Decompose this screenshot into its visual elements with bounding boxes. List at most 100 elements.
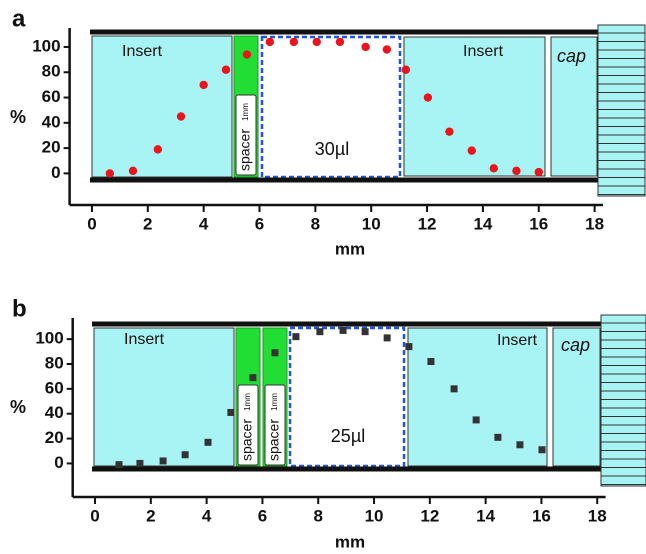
point (181, 451, 189, 459)
point (538, 446, 546, 454)
y-tick-label: 60 (45, 378, 64, 397)
y-tick-label: 40 (45, 403, 64, 422)
x-tick-label: 8 (311, 214, 320, 233)
y-tick-label: 100 (35, 329, 63, 348)
spacer-inner (264, 384, 286, 466)
hatch-bg (597, 24, 646, 197)
point (450, 385, 458, 393)
y-axis-label: % (10, 107, 26, 127)
x-tick-label: 16 (529, 214, 548, 233)
point (489, 164, 499, 173)
sample-region (260, 35, 402, 179)
point (361, 328, 369, 336)
point (289, 37, 299, 47)
point (316, 328, 324, 336)
x-tick-label: 4 (199, 214, 209, 233)
point (221, 65, 231, 74)
annotation: 30µl (315, 139, 349, 159)
point (136, 459, 144, 467)
x-tick-label: 2 (143, 214, 152, 233)
annotation: 1mm (241, 103, 250, 121)
sample-region (288, 326, 406, 468)
annotation: 1mm (270, 393, 279, 411)
y-tick-label: 100 (32, 36, 60, 55)
annotation: spacer (266, 419, 282, 461)
annotation: 1mm (243, 393, 252, 411)
spacer-inner (235, 94, 257, 176)
x-tick-label: 2 (146, 506, 155, 525)
y-tick-label: 80 (45, 353, 64, 372)
point (128, 166, 138, 176)
point (472, 416, 480, 424)
point (153, 145, 163, 154)
insert-box (407, 327, 548, 467)
plot: 0 20 40 60 80 100 0 2 4 6 8 10 12 14 16 18 (35, 318, 607, 525)
y-tick-label: 0 (54, 453, 63, 472)
x-tick-label: 6 (255, 214, 264, 233)
hatch-bg (600, 314, 646, 487)
annotation: Insert (124, 331, 165, 348)
point (427, 358, 435, 366)
x-tick-label: 4 (202, 506, 212, 525)
point (516, 441, 524, 449)
annotation: Insert (463, 43, 504, 60)
point (199, 80, 208, 90)
x-tick-label: 0 (87, 214, 96, 233)
point (105, 169, 115, 178)
point (467, 146, 476, 155)
insert-box (91, 35, 233, 178)
x-tick-label: 0 (90, 506, 99, 525)
insert-box (93, 327, 235, 467)
point (423, 93, 433, 102)
annotation: 25µl (331, 426, 365, 446)
panel-label: a (12, 5, 26, 32)
annotation: cap (561, 335, 590, 355)
annotation: Insert (122, 43, 163, 60)
x-tick-label: 18 (585, 214, 604, 233)
point (115, 461, 123, 469)
point (227, 408, 235, 416)
point (312, 37, 321, 47)
y-tick-label: 20 (42, 138, 61, 157)
plot: 0 20 40 60 80 100 0 2 4 6 8 10 12 14 16 18 (32, 28, 604, 233)
point (271, 349, 279, 357)
annotation: cap (557, 46, 586, 66)
point (401, 65, 411, 74)
y-tick-label: 60 (42, 87, 61, 106)
x-tick-label: 10 (362, 214, 381, 233)
x-tick-label: 8 (313, 506, 322, 525)
x-tick-label: 6 (258, 506, 267, 525)
x-axis-label: mm (335, 239, 365, 258)
point (176, 112, 186, 121)
point (405, 343, 413, 351)
x-tick-label: 14 (473, 214, 492, 233)
y-tick-label: 20 (45, 428, 64, 447)
point (335, 37, 345, 47)
point (445, 127, 454, 136)
point (382, 45, 392, 54)
point (361, 42, 370, 52)
point (204, 438, 212, 446)
point (494, 433, 502, 441)
point (159, 457, 167, 465)
x-axis-label: mm (335, 532, 365, 551)
y-axis-label: % (10, 397, 26, 417)
point (249, 374, 257, 382)
point (339, 326, 347, 334)
x-tick-label: 18 (588, 506, 607, 525)
annotation: spacer (237, 129, 253, 171)
hatched-cap (600, 314, 646, 487)
x-tick-label: 10 (365, 506, 384, 525)
point (534, 167, 543, 177)
annotation: spacer (239, 419, 255, 461)
annotation: Insert (497, 332, 538, 349)
point (265, 37, 275, 47)
point (512, 166, 521, 176)
cap-box (552, 327, 601, 467)
cap-box (550, 36, 598, 177)
y-tick-label: 80 (42, 62, 61, 81)
x-tick-label: 12 (418, 214, 437, 233)
hatched-cap (597, 24, 646, 197)
y-tick-label: 40 (42, 112, 61, 131)
